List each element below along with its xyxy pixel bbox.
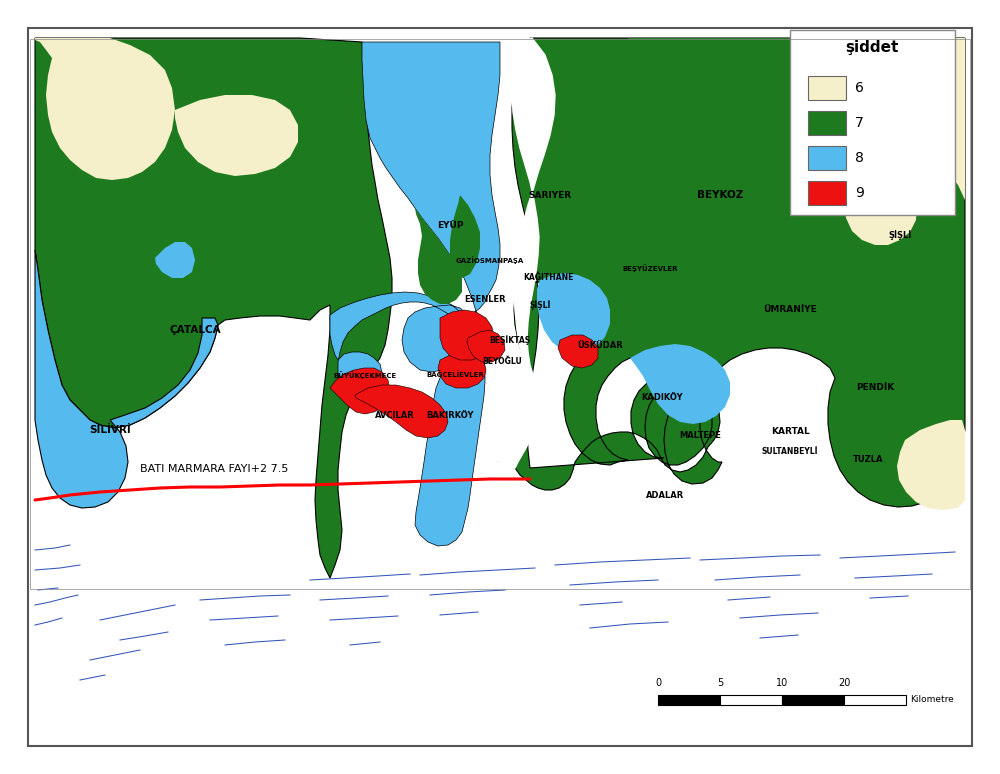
Polygon shape — [897, 420, 965, 510]
Text: BEŞYÜZEVLER: BEŞYÜZEVLER — [622, 264, 678, 272]
Polygon shape — [35, 38, 392, 578]
Text: BÜYÜKÇEKMECE: BÜYÜKÇEKMECE — [333, 371, 397, 379]
Text: ŞİŞLİ: ŞİŞLİ — [888, 230, 912, 240]
Polygon shape — [35, 250, 218, 508]
Text: GAZİOSMANPAŞA: GAZİOSMANPAŞA — [456, 256, 524, 264]
Text: Kilometre: Kilometre — [910, 696, 954, 704]
Text: AVCILAR: AVCILAR — [375, 410, 415, 420]
Text: EYÜP: EYÜP — [437, 221, 463, 230]
Bar — [30, 39, 970, 589]
Polygon shape — [630, 344, 730, 424]
Text: KAĞITHANE: KAĞITHANE — [523, 273, 573, 283]
Bar — [808, 111, 846, 135]
Text: BATI MARMARA FAYI+2 7.5: BATI MARMARA FAYI+2 7.5 — [140, 464, 288, 474]
Text: BEYOĞLU: BEYOĞLU — [482, 358, 522, 367]
Polygon shape — [355, 385, 448, 438]
Text: SİLİVRİ: SİLİVRİ — [89, 425, 131, 435]
Polygon shape — [844, 38, 965, 245]
Text: TUZLA: TUZLA — [853, 456, 883, 464]
Bar — [844, 695, 906, 705]
Text: 10: 10 — [776, 678, 788, 688]
Text: PENDİK: PENDİK — [856, 383, 894, 392]
Polygon shape — [498, 38, 965, 507]
Text: KADIKÖY: KADIKÖY — [641, 393, 683, 402]
Text: MALTEPE: MALTEPE — [679, 430, 721, 440]
Polygon shape — [415, 208, 462, 304]
Bar — [808, 146, 846, 170]
Polygon shape — [35, 38, 175, 180]
Bar — [782, 695, 844, 705]
Bar — [720, 695, 782, 705]
Text: ÇATALCA: ÇATALCA — [169, 325, 221, 335]
Polygon shape — [467, 330, 505, 362]
Text: ŞİŞLİ: ŞİŞLİ — [529, 300, 551, 310]
Text: BAĞCELİEVLER: BAĞCELİEVLER — [426, 372, 484, 378]
Polygon shape — [537, 273, 610, 354]
Polygon shape — [175, 95, 298, 176]
Polygon shape — [155, 242, 195, 278]
Bar — [658, 695, 720, 705]
Text: 6: 6 — [855, 81, 864, 95]
Text: 0: 0 — [655, 678, 661, 688]
Text: 9: 9 — [855, 186, 864, 200]
Text: ÜMRANİYE: ÜMRANİYE — [763, 306, 817, 314]
Text: 20: 20 — [838, 678, 850, 688]
Bar — [808, 181, 846, 205]
Polygon shape — [438, 352, 486, 388]
Bar — [790, 30, 955, 215]
Text: SULTANBEYLİ: SULTANBEYLİ — [762, 447, 818, 457]
Polygon shape — [628, 38, 890, 168]
Polygon shape — [330, 368, 390, 414]
Text: SARIYER: SARIYER — [528, 190, 572, 200]
Polygon shape — [330, 42, 500, 546]
Text: ADALAR: ADALAR — [646, 491, 684, 499]
Polygon shape — [450, 195, 480, 278]
Text: ESENLER: ESENLER — [464, 296, 506, 304]
Polygon shape — [558, 335, 598, 368]
Polygon shape — [496, 38, 555, 468]
Text: şiddet: şiddet — [845, 40, 898, 55]
Text: BEYKOZ: BEYKOZ — [697, 190, 743, 200]
Text: 7: 7 — [855, 116, 864, 130]
Text: BEŞİKTAŞ: BEŞİKTAŞ — [489, 335, 531, 345]
Text: 8: 8 — [855, 151, 864, 165]
Bar — [808, 76, 846, 100]
Text: KARTAL: KARTAL — [771, 427, 809, 437]
Text: BAKIRKÖY: BAKIRKÖY — [426, 410, 474, 420]
Text: ÜSKÜDAR: ÜSKÜDAR — [577, 341, 623, 350]
Polygon shape — [440, 310, 494, 360]
Text: 5: 5 — [717, 678, 723, 688]
